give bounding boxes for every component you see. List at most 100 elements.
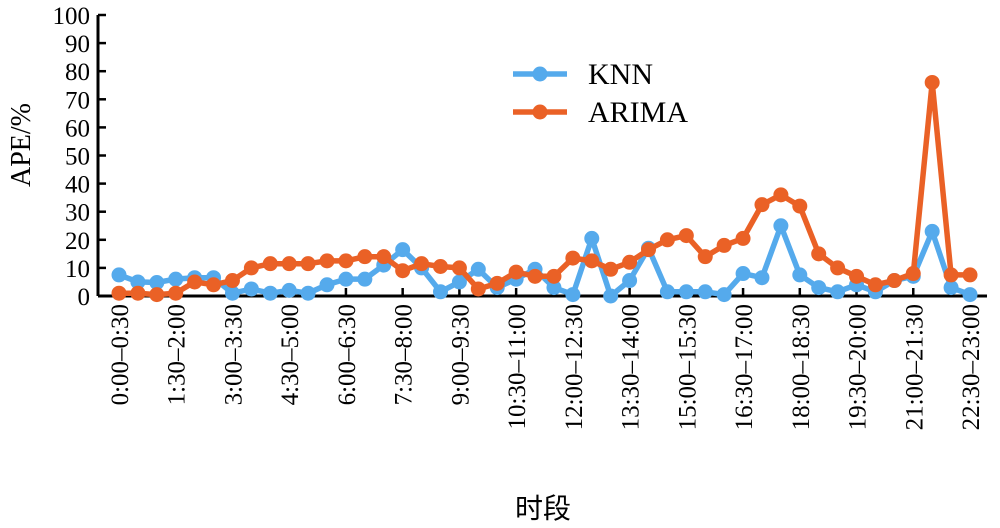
y-tick-label: 90 <box>65 31 90 58</box>
x-axis: 0:00–0:30 1:30–2:00 3:00–3:30 4:30–5:00 6:00… <box>98 288 987 430</box>
x-tick-label: 21:00–21:30 <box>901 304 928 430</box>
data-point <box>773 187 789 203</box>
data-point <box>395 242 411 258</box>
data-point <box>243 260 259 276</box>
data-point <box>962 287 978 303</box>
x-tick-label: 1:30–2:00 <box>164 304 191 405</box>
x-tick-label: 10:30–11:00 <box>504 304 531 429</box>
x-tick-label: 22:30–23:00 <box>958 304 985 430</box>
data-point <box>943 267 959 283</box>
data-point <box>432 258 448 274</box>
data-point <box>659 284 675 300</box>
data-point <box>697 249 713 265</box>
data-point <box>546 280 562 296</box>
data-point <box>508 264 524 280</box>
data-point <box>735 230 751 246</box>
data-point <box>376 249 392 265</box>
data-point <box>924 223 940 239</box>
data-point <box>678 284 694 300</box>
data-point <box>414 256 430 272</box>
y-tick-label: 50 <box>65 144 90 171</box>
data-point <box>603 288 619 304</box>
legend-label: KNN <box>588 58 653 91</box>
data-point <box>697 284 713 300</box>
data-point <box>300 256 316 272</box>
y-tick-label: 30 <box>65 200 90 227</box>
data-point <box>262 285 278 301</box>
x-tick-label: 9:00–9:30 <box>447 304 474 405</box>
x-tick-label: 0:00–0:30 <box>107 304 134 405</box>
data-point <box>754 197 770 213</box>
data-point <box>622 254 638 270</box>
data-point <box>792 267 808 283</box>
data-point <box>641 242 657 258</box>
data-point <box>905 266 921 282</box>
data-point <box>584 230 600 246</box>
data-point <box>111 285 127 301</box>
y-tick-label: 100 <box>53 3 91 30</box>
legend: KNN ARIMA <box>513 58 688 129</box>
x-axis-title: 时段 <box>515 493 571 525</box>
y-tick-label: 20 <box>65 228 90 255</box>
series-line <box>119 79 970 298</box>
data-point <box>149 275 165 291</box>
data-point <box>281 282 297 298</box>
data-point <box>754 270 770 286</box>
data-point <box>187 274 203 290</box>
data-point <box>149 287 165 303</box>
data-point <box>792 198 808 214</box>
data-point <box>565 287 581 303</box>
data-point <box>319 277 335 293</box>
data-point <box>811 280 827 296</box>
data-point <box>565 250 581 266</box>
y-tick-label: 10 <box>65 256 90 283</box>
data-point <box>168 271 184 287</box>
data-point <box>678 228 694 244</box>
data-point <box>357 271 373 287</box>
data-point <box>584 253 600 269</box>
data-point <box>830 260 846 276</box>
x-tick-label: 16:30–17:00 <box>731 304 758 430</box>
data-point <box>470 281 486 297</box>
data-point <box>489 275 505 291</box>
data-point <box>168 285 184 301</box>
series-arima <box>111 74 978 303</box>
data-point <box>281 256 297 272</box>
legend-item: KNN <box>513 58 653 91</box>
data-point <box>735 266 751 282</box>
data-point <box>243 281 259 297</box>
data-point <box>470 261 486 277</box>
data-point <box>300 285 316 301</box>
x-tick-label: 13:30–14:00 <box>618 304 645 430</box>
x-tick-label: 6:00–6:30 <box>334 304 361 405</box>
data-point <box>546 268 562 284</box>
data-point <box>130 285 146 301</box>
x-tick-label: 15:00–15:30 <box>674 304 701 430</box>
data-point <box>830 284 846 300</box>
data-point <box>867 277 883 293</box>
data-point <box>432 284 448 300</box>
data-point <box>527 268 543 284</box>
data-point <box>130 274 146 290</box>
x-tick-label: 19:30–20:00 <box>845 304 872 430</box>
data-point <box>886 273 902 289</box>
data-point <box>811 246 827 262</box>
data-point <box>716 287 732 303</box>
y-tick-label: 80 <box>65 59 90 86</box>
y-axis-title: APE/% <box>6 103 37 187</box>
data-point <box>224 285 240 301</box>
data-point <box>206 277 222 293</box>
data-point <box>357 249 373 265</box>
legend-marker <box>532 104 548 120</box>
data-point <box>924 74 940 90</box>
data-point <box>338 253 354 269</box>
data-point <box>849 268 865 284</box>
y-tick-label: 70 <box>65 87 90 114</box>
y-tick-label: 40 <box>65 172 90 199</box>
data-point <box>773 218 789 234</box>
data-point <box>962 267 978 283</box>
x-tick-label: 3:00–3:30 <box>220 304 247 405</box>
x-tick-label: 4:30–5:00 <box>277 304 304 405</box>
legend-marker <box>532 66 548 82</box>
